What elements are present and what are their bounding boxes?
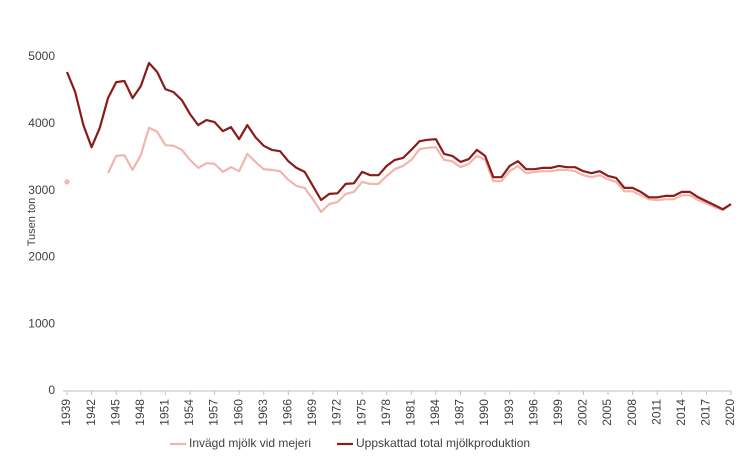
y-tick-label: 2000 bbox=[28, 250, 55, 264]
x-tick-label: 1963 bbox=[256, 399, 270, 426]
x-tick-label: 1984 bbox=[428, 399, 442, 426]
legend-label: Uppskattad total mjölkproduktion bbox=[356, 436, 530, 450]
x-tick-label: 2002 bbox=[576, 399, 590, 426]
x-tick-label: 1966 bbox=[281, 399, 295, 426]
x-tick-label: 1954 bbox=[182, 399, 196, 426]
y-tick-label: 4000 bbox=[28, 116, 55, 130]
line bbox=[65, 61, 732, 211]
x-tick-label: 1969 bbox=[305, 399, 319, 426]
x-tick-label: 1999 bbox=[551, 399, 565, 426]
x-tick-label: 1942 bbox=[84, 399, 98, 426]
x-tick-label: 1996 bbox=[526, 399, 540, 426]
x-tick-label: 2020 bbox=[723, 399, 737, 426]
x-tick-label: 1990 bbox=[477, 399, 491, 426]
y-axis-label: Tusen ton bbox=[26, 198, 38, 247]
x-tick-label: 1951 bbox=[158, 399, 172, 426]
x-tick-label: 2014 bbox=[674, 399, 688, 426]
x-tick-label: 1987 bbox=[453, 399, 467, 426]
x-tick-label: 2017 bbox=[699, 399, 713, 426]
x-tick-label: 1981 bbox=[403, 399, 417, 426]
x-tick-label: 1975 bbox=[354, 399, 368, 426]
x-tick-label: 1948 bbox=[133, 399, 147, 426]
y-tick-label: 1000 bbox=[28, 316, 55, 330]
x-tick-label: 1945 bbox=[108, 399, 122, 426]
x-tick-label: 2008 bbox=[625, 399, 639, 426]
line bbox=[64, 126, 732, 214]
y-tick-label: 3000 bbox=[28, 183, 55, 197]
x-tick-label: 2011 bbox=[649, 399, 663, 425]
x-tick-label: 1993 bbox=[502, 399, 516, 426]
y-tick-label: 5000 bbox=[28, 49, 55, 63]
x-tick-label: 1957 bbox=[207, 399, 221, 426]
legend-label: Invägd mjölk vid mejeri bbox=[189, 436, 311, 450]
x-tick-label: 1978 bbox=[379, 399, 393, 426]
y-tick-label: 0 bbox=[48, 383, 55, 397]
x-tick-label: 2005 bbox=[600, 399, 614, 426]
x-tick-label: 1960 bbox=[231, 399, 245, 426]
x-tick-label: 1939 bbox=[59, 399, 73, 426]
x-tick-label: 1972 bbox=[330, 399, 344, 426]
